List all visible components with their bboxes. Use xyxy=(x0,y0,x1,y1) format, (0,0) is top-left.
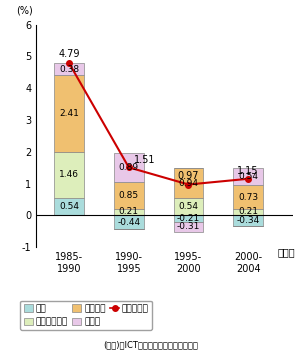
Bar xyxy=(114,209,144,215)
Bar xyxy=(174,198,203,215)
Text: 0.21: 0.21 xyxy=(238,208,258,216)
Bar xyxy=(233,168,263,185)
Text: 1.46: 1.46 xyxy=(59,170,79,179)
Text: -0.31: -0.31 xyxy=(177,222,200,232)
Text: 0.54: 0.54 xyxy=(178,202,198,211)
Text: 0.73: 0.73 xyxy=(238,193,258,202)
Bar xyxy=(54,152,84,198)
Text: 0.85: 0.85 xyxy=(119,191,139,200)
Text: (出典)「ICTの経済分析に関する調査」: (出典)「ICTの経済分析に関する調査」 xyxy=(104,341,198,349)
Bar xyxy=(233,215,263,226)
Bar xyxy=(114,154,144,182)
Bar xyxy=(174,168,203,198)
Text: 0.21: 0.21 xyxy=(119,208,139,216)
Bar xyxy=(233,209,263,215)
Text: 0.89: 0.89 xyxy=(119,163,139,172)
Bar xyxy=(54,198,84,215)
Text: (%): (%) xyxy=(16,6,32,16)
Text: 1.15: 1.15 xyxy=(237,166,259,175)
Bar xyxy=(114,182,144,209)
Text: （年）: （年） xyxy=(278,247,296,257)
Text: -0.34: -0.34 xyxy=(236,216,260,225)
Text: 0.54: 0.54 xyxy=(238,172,258,181)
Bar xyxy=(54,75,84,152)
Bar xyxy=(54,63,84,75)
Text: -0.21: -0.21 xyxy=(177,214,200,223)
Text: 2.41: 2.41 xyxy=(59,109,79,118)
Legend: 労働, 情報通信資本, 一般資本, その他, 経済成長率: 労働, 情報通信資本, 一般資本, その他, 経済成長率 xyxy=(20,300,152,330)
Text: 4.79: 4.79 xyxy=(58,49,80,59)
Text: 0.38: 0.38 xyxy=(59,65,79,74)
Bar xyxy=(174,215,203,222)
Text: 0.94: 0.94 xyxy=(178,179,198,188)
Text: -0.44: -0.44 xyxy=(117,218,140,227)
Bar xyxy=(174,222,203,232)
Text: 0.54: 0.54 xyxy=(59,202,79,211)
Bar xyxy=(114,215,144,229)
Text: 0.97: 0.97 xyxy=(178,171,199,181)
Text: 1.51: 1.51 xyxy=(133,155,155,165)
Bar xyxy=(233,185,263,209)
